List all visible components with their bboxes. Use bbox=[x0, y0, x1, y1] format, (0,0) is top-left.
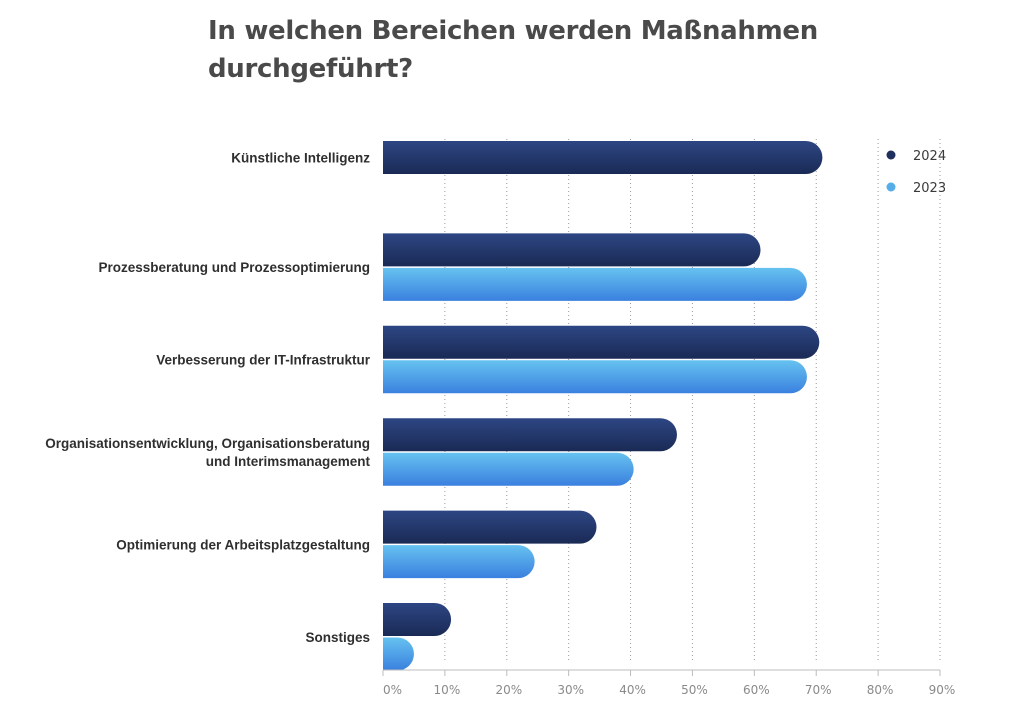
chart-title: In welchen Bereichen werden Maßnahmen du… bbox=[208, 16, 818, 84]
x-tick-label: 40% bbox=[619, 683, 646, 697]
bar-2024 bbox=[383, 141, 823, 174]
category-label: Organisationsentwicklung, Organisationsb… bbox=[45, 436, 370, 451]
bar-2024 bbox=[383, 603, 452, 636]
legend-label-2024: 2024 bbox=[913, 149, 946, 164]
bar-2023 bbox=[383, 452, 634, 486]
category-label: Verbesserung der IT-Infrastruktur bbox=[156, 353, 371, 368]
x-tick-label: 60% bbox=[743, 683, 770, 697]
x-tick-label: 50% bbox=[681, 683, 708, 697]
bar-2023 bbox=[383, 637, 414, 671]
bar-2024 bbox=[383, 418, 677, 452]
x-tick-label: 70% bbox=[805, 683, 832, 697]
x-tick-label: 20% bbox=[495, 683, 522, 697]
category-labels: Künstliche Intelligenz Prozessberatung un… bbox=[45, 151, 371, 645]
bar-2023 bbox=[383, 267, 807, 301]
x-tick-label: 90% bbox=[929, 683, 956, 697]
category-label: Prozessberatung und Prozessoptimierung bbox=[98, 260, 370, 275]
category-label: Optimierung der Arbeitsplatzgestaltung bbox=[116, 537, 370, 552]
x-tick-label: 0% bbox=[383, 683, 402, 697]
legend: 2024 2023 bbox=[886, 149, 946, 196]
grid-lines bbox=[444, 139, 941, 662]
category-label: Künstliche Intelligenz bbox=[231, 151, 370, 166]
legend-label-2023: 2023 bbox=[913, 181, 946, 196]
x-tick-label: 10% bbox=[434, 683, 461, 697]
bars bbox=[383, 141, 823, 671]
category-label: und Interimsmanagement bbox=[206, 454, 371, 469]
x-axis: 0% 10% 20% 30% 40% 50% 60% 70% 80% 90% bbox=[382, 669, 956, 697]
x-tick-label: 30% bbox=[557, 683, 584, 697]
bar-2024 bbox=[383, 233, 761, 267]
x-tick-label: 80% bbox=[867, 683, 894, 697]
bar-2023 bbox=[383, 545, 535, 579]
legend-swatch-2023 bbox=[886, 182, 896, 192]
legend-swatch-2024 bbox=[886, 150, 896, 160]
bar-2024 bbox=[383, 510, 597, 544]
bar-2024 bbox=[383, 325, 820, 359]
category-label: Sonstiges bbox=[305, 630, 370, 645]
bar-2023 bbox=[383, 360, 807, 394]
